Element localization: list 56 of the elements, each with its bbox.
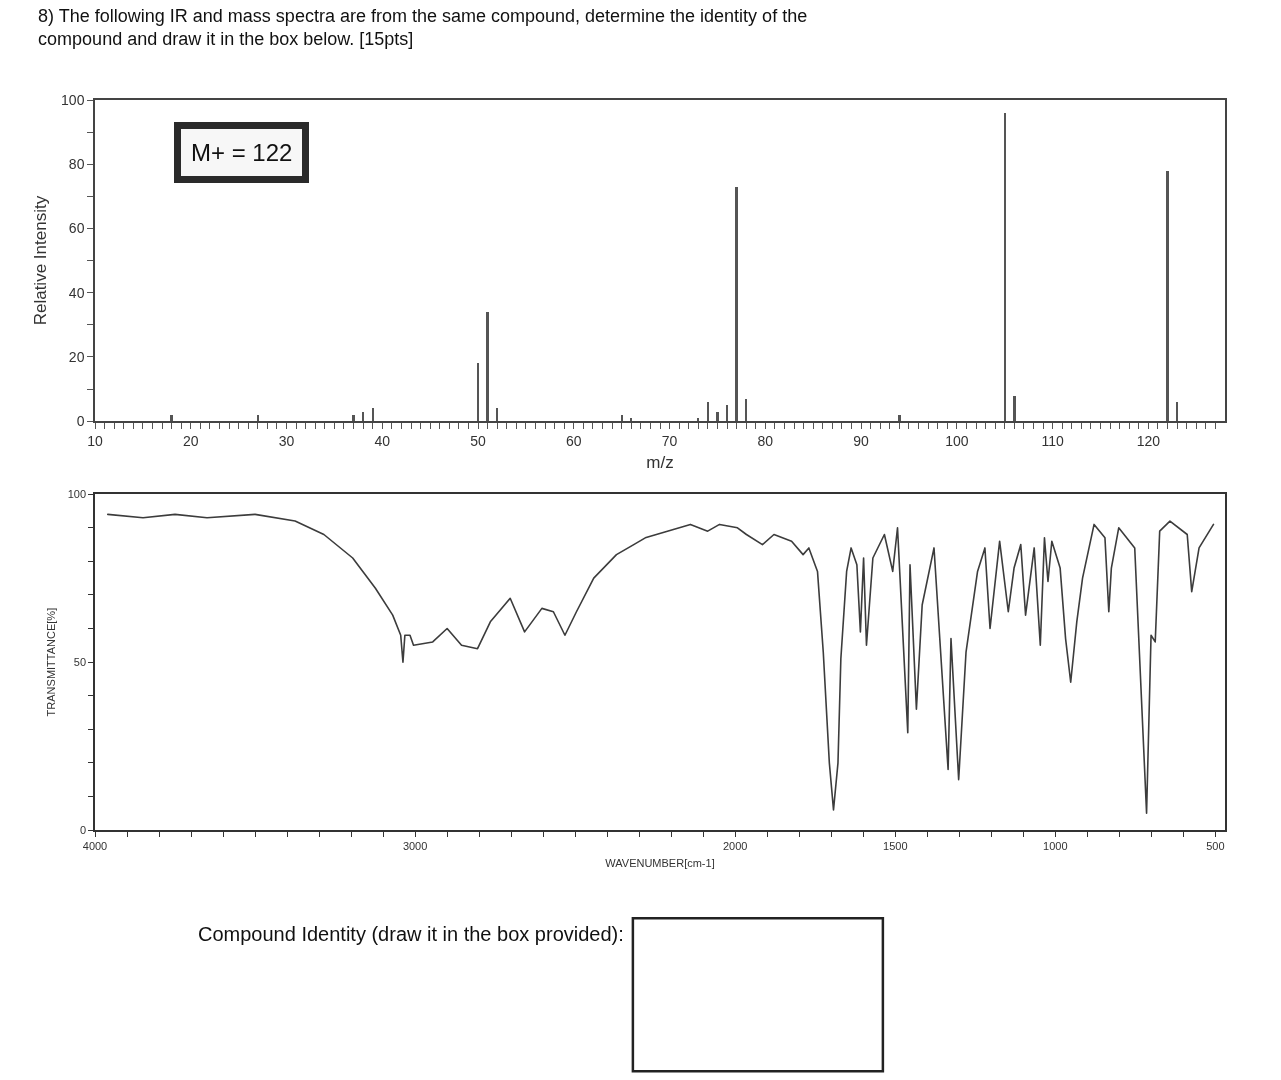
x-tick-label: 60: [566, 432, 582, 449]
x-tick-label: 500: [1206, 839, 1225, 852]
bar: [1013, 396, 1016, 421]
bar: [1166, 171, 1169, 421]
x-tick-label: 100: [945, 432, 969, 449]
bar: [621, 415, 623, 421]
bar: [726, 405, 728, 421]
bar: [352, 415, 355, 421]
x-tick-label: 3000: [402, 839, 428, 852]
bar: [707, 402, 709, 421]
bar: [496, 408, 498, 421]
x-tick-label: 80: [757, 432, 774, 449]
y-axis-title: Relative Intensity: [31, 195, 51, 326]
bar: [170, 415, 173, 421]
y-tick-label: 50: [73, 655, 87, 668]
bar: [735, 187, 738, 421]
y-tick-label: 60: [68, 220, 85, 237]
bar: [486, 312, 489, 421]
y-tick-label: 100: [61, 91, 85, 108]
y-tick-label: 0: [79, 823, 87, 836]
bar: [630, 418, 632, 421]
bar: [1004, 113, 1006, 421]
x-axis-title: m/z: [646, 452, 674, 472]
x-tick-label: 1500: [883, 839, 908, 852]
y-tick-label: 80: [68, 156, 85, 173]
bar: [898, 415, 901, 421]
annotation: M+ = 122: [191, 139, 293, 166]
x-tick-label: 20: [182, 432, 199, 449]
x-tick-label: 1000: [1043, 839, 1068, 852]
line-series: [107, 513, 1215, 815]
bar: [257, 415, 259, 421]
text: Compound Identity (draw it in the box provided):: [198, 923, 624, 945]
x-tick-label: 70: [661, 432, 678, 449]
bar: [477, 363, 479, 421]
bar: [372, 408, 374, 421]
x-tick-label: 40: [374, 432, 391, 449]
bar: [716, 412, 719, 421]
x-tick-label: 10: [87, 432, 103, 449]
x-tick-label: 120: [1136, 432, 1161, 449]
chart-title: 8) The following IR and mass spectra are from the same compound, determine the identity of the compound and draw it in the box below. [15pts]: [38, 5, 808, 49]
x-tick-label: 4000: [82, 839, 108, 852]
bar: [1176, 402, 1178, 421]
y-tick-label: 40: [68, 284, 85, 301]
x-tick-label: 110: [1041, 432, 1064, 449]
x-axis-title: WAVENUMBER[cm-1]: [605, 856, 715, 869]
bar: [745, 399, 747, 421]
y-tick-label: 0: [76, 413, 85, 430]
y-axis-title: TRANSMITTANCE[%]: [44, 607, 57, 717]
y-tick-label: 20: [68, 348, 85, 365]
x-tick-label: 30: [278, 432, 295, 449]
bar: [697, 418, 699, 421]
x-tick-label: 90: [853, 432, 870, 449]
x-tick-label: 50: [470, 432, 487, 449]
x-tick-label: 2000: [722, 839, 748, 852]
bar: [362, 412, 364, 421]
y-tick-label: 100: [67, 488, 87, 501]
